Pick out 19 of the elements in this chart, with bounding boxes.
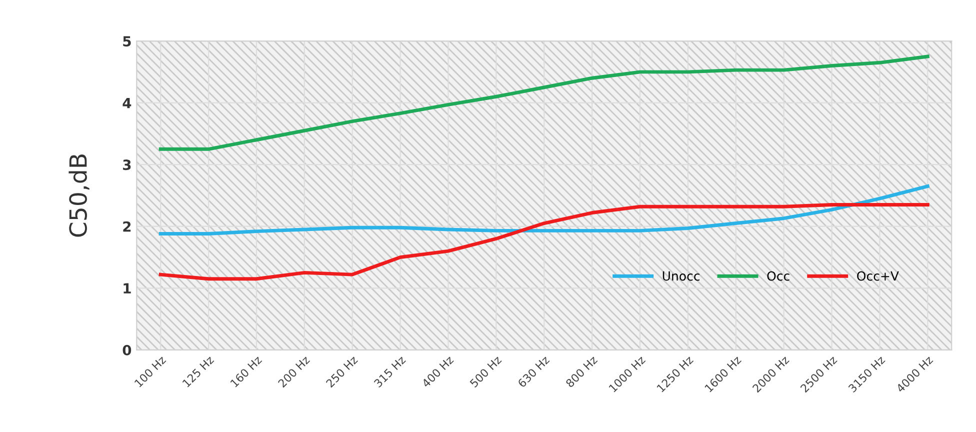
y-tick-label: 3 <box>123 160 131 170</box>
legend-label: Unocc <box>662 271 700 281</box>
x-tick-label: 500 Hz <box>469 355 502 388</box>
legend-label: Occ <box>767 271 790 281</box>
x-tick-label: 630 Hz <box>517 355 550 388</box>
x-tick-label: 160 Hz <box>230 355 262 388</box>
y-tick-label: 2 <box>123 221 131 232</box>
legend-label: Occ+V <box>857 271 899 281</box>
y-axis-title: C50,dB <box>68 154 90 237</box>
y-tick-label: 4 <box>122 98 132 108</box>
line-series <box>158 54 930 151</box>
x-tick-label: 400 Hz <box>421 355 454 388</box>
x-tick-label: 100 Hz <box>134 355 166 388</box>
line-series <box>158 184 930 236</box>
x-tick-label: 800 Hz <box>565 355 598 388</box>
y-tick-label: 1 <box>124 283 131 294</box>
y-tick-label: 5 <box>123 36 131 47</box>
y-tick-label: 0 <box>122 344 132 356</box>
line-series <box>158 203 930 281</box>
